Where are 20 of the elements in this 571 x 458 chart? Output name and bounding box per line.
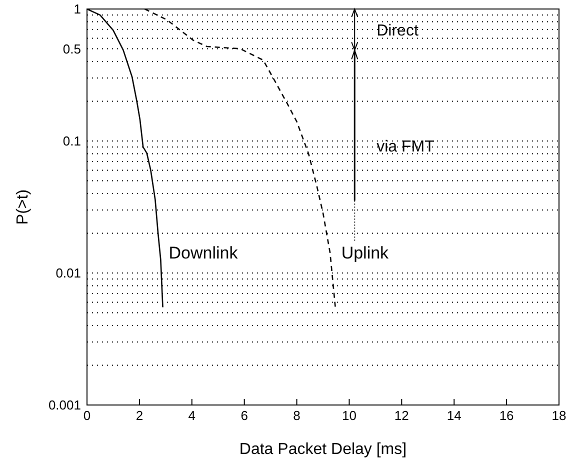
y-tick-label: 0.01 [56,266,81,281]
x-axis-title: Data Packet Delay [ms] [239,441,407,458]
y-tick-label: 0.001 [48,398,81,413]
y-tick-label: 1 [74,2,81,17]
x-tick-label: 4 [188,408,196,424]
x-tick-label: 10 [342,408,356,424]
x-tick-label: 2 [136,408,144,424]
x-tick-label: 14 [446,408,462,424]
y-tick-label: 0.5 [62,41,81,56]
y-tick-label: 0.1 [62,134,81,149]
y-axis-title: P(>t) [14,189,32,225]
annotation: Direct [376,22,419,40]
x-tick-label: 12 [394,408,409,424]
x-tick-label: 18 [552,408,566,424]
x-tick-label: 8 [293,408,300,424]
series-label: Downlink [168,243,238,262]
x-tick-label: 6 [240,408,248,424]
legend-label: Uplink [341,243,390,262]
x-tick-label: 16 [499,408,514,424]
x-tick-label: 0 [83,408,91,424]
